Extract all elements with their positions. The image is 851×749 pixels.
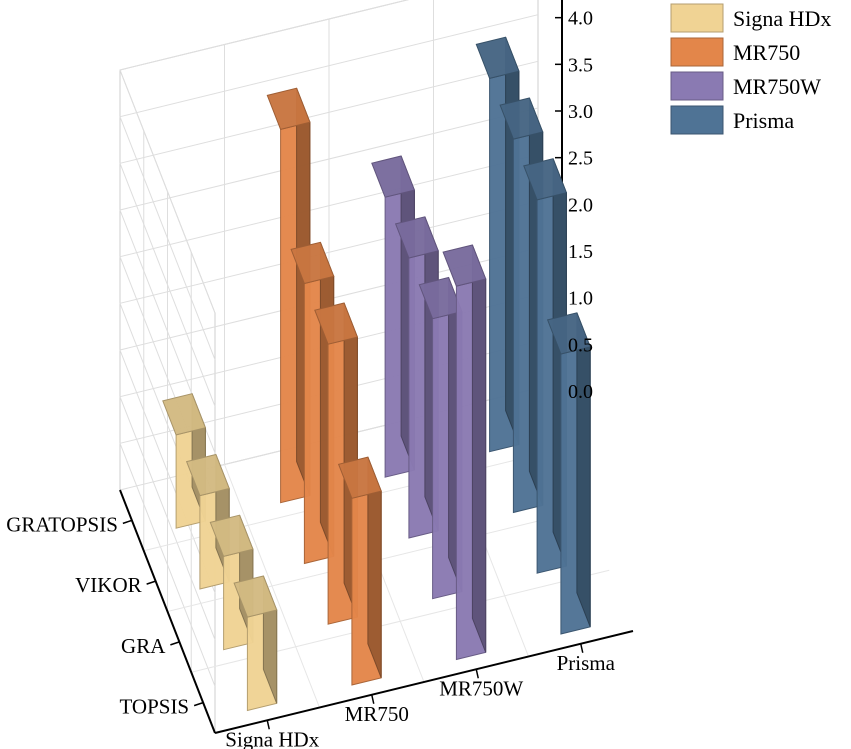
y-tick xyxy=(122,519,133,525)
y-tick-label: GRA xyxy=(121,634,166,658)
bar-top-face xyxy=(442,244,487,287)
bar-top-face xyxy=(162,393,207,436)
bar-top-face xyxy=(394,216,439,259)
x-tick xyxy=(266,720,270,730)
bar-top-face xyxy=(371,155,416,198)
y-tick-label: TOPSIS xyxy=(119,695,189,719)
y-axis-line xyxy=(119,489,216,734)
bar-top-face xyxy=(314,302,359,345)
axis-labels: 0.00.51.01.52.02.53.03.54.04.5Signa HDxM… xyxy=(6,8,616,749)
z-tick-label: 1.5 xyxy=(568,241,593,263)
x-axis-line xyxy=(214,630,634,734)
z-grid-line xyxy=(119,107,539,454)
x-tick-label: Signa HDx xyxy=(225,727,319,749)
y-tick xyxy=(146,580,156,585)
z-tick-label: 4.0 xyxy=(568,8,593,30)
bar-top-face xyxy=(290,241,335,285)
legend-swatch xyxy=(670,3,724,33)
bars xyxy=(162,36,591,712)
x-tick xyxy=(580,643,584,653)
y-tick xyxy=(170,641,180,646)
legend-label: MR750 xyxy=(733,40,800,65)
z-tick-label: 2.0 xyxy=(568,194,593,216)
bar-top-face xyxy=(185,453,230,497)
x-tick-label: MR750 xyxy=(345,702,409,726)
bar xyxy=(442,244,487,661)
bar xyxy=(266,87,311,504)
z-tick-label: 3.0 xyxy=(568,101,593,123)
x-tick xyxy=(475,669,479,679)
z-tick-label: 0.5 xyxy=(568,334,593,356)
z-tick-label: 3.5 xyxy=(568,54,593,76)
bar-top-face xyxy=(499,97,544,140)
legend-label: Prisma xyxy=(733,108,794,133)
x-tick-label: Prisma xyxy=(557,651,616,675)
z-grid-line xyxy=(119,14,539,360)
bar-top-face xyxy=(233,575,278,618)
z-tick-label: 0.0 xyxy=(568,381,593,403)
bar-top-face xyxy=(523,158,568,201)
y-tick-label: VIKOR xyxy=(75,573,142,597)
legend-label: Signa HDx xyxy=(733,6,831,31)
bar xyxy=(233,575,278,712)
legend-swatch xyxy=(670,71,724,101)
bar xyxy=(546,312,591,635)
bar-side-face xyxy=(471,244,487,653)
legend-swatch xyxy=(670,37,724,67)
z-tick-label: 1.0 xyxy=(568,288,593,310)
legend-label: MR750W xyxy=(733,74,821,99)
bar-top-face xyxy=(546,312,591,355)
bar-top-face xyxy=(209,514,254,557)
bar-top-face xyxy=(266,87,311,130)
bar-top-face xyxy=(475,36,520,79)
y-tick-label: GRATOPSIS xyxy=(6,512,118,536)
bar-side-face xyxy=(576,312,591,627)
bar-top-face xyxy=(418,276,463,320)
x-tick-label: MR750W xyxy=(439,676,523,700)
z-tick-label: 2.5 xyxy=(568,148,593,170)
y-tick xyxy=(193,701,204,707)
x-tick xyxy=(371,694,375,704)
bar-top-face xyxy=(337,456,382,499)
z-grid-line xyxy=(119,60,539,407)
legend: Signa HDx MR750 MR750W Prisma xyxy=(670,3,831,135)
legend-swatch xyxy=(670,105,724,135)
bar xyxy=(337,456,382,686)
z-grid-line xyxy=(119,0,409,314)
